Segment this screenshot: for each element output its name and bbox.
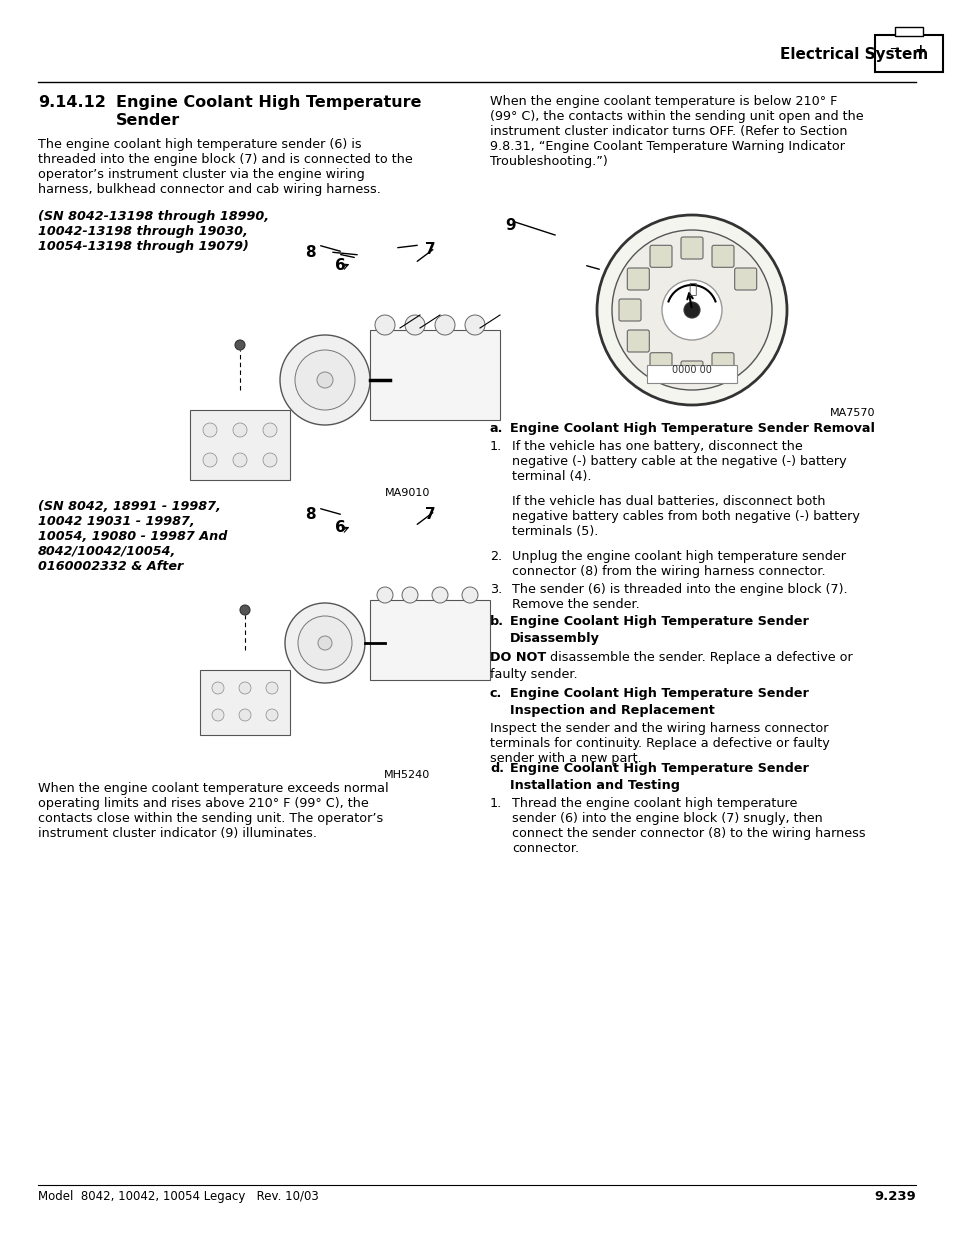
FancyBboxPatch shape — [649, 353, 671, 374]
Text: MA9010: MA9010 — [384, 488, 430, 498]
Text: Electrical System: Electrical System — [780, 47, 927, 63]
Circle shape — [212, 709, 224, 721]
Bar — [190, 410, 290, 480]
Circle shape — [203, 424, 216, 437]
Text: MH5240: MH5240 — [383, 769, 430, 781]
Text: 8: 8 — [305, 245, 315, 261]
Text: Disassembly: Disassembly — [510, 632, 599, 645]
Circle shape — [316, 372, 333, 388]
Text: Engine Coolant High Temperature Sender Removal: Engine Coolant High Temperature Sender R… — [510, 422, 874, 435]
Bar — [370, 330, 499, 420]
Circle shape — [266, 709, 277, 721]
Text: Engine Coolant High Temperature Sender: Engine Coolant High Temperature Sender — [510, 687, 808, 700]
Text: 0000 00: 0000 00 — [671, 366, 711, 375]
Text: d.: d. — [490, 762, 503, 776]
Circle shape — [612, 230, 771, 390]
Text: a.: a. — [490, 422, 503, 435]
Text: The sender (6) is threaded into the engine block (7).
Remove the sender.: The sender (6) is threaded into the engi… — [512, 583, 846, 611]
FancyBboxPatch shape — [649, 246, 671, 267]
Circle shape — [401, 587, 417, 603]
Bar — [874, 35, 942, 72]
Circle shape — [280, 335, 370, 425]
Circle shape — [263, 424, 276, 437]
Circle shape — [234, 340, 245, 350]
Text: Model  8042, 10042, 10054 Legacy   Rev. 10/03: Model 8042, 10042, 10054 Legacy Rev. 10/… — [38, 1191, 318, 1203]
Circle shape — [240, 605, 250, 615]
Circle shape — [294, 350, 355, 410]
Text: ─: ─ — [889, 43, 897, 56]
Text: (SN 8042-13198 through 18990,
10042-13198 through 19030,
10054-13198 through 190: (SN 8042-13198 through 18990, 10042-1319… — [38, 210, 269, 253]
Bar — [894, 27, 923, 36]
Circle shape — [464, 315, 484, 335]
Circle shape — [297, 616, 352, 671]
Text: Thread the engine coolant high temperature
sender (6) into the engine block (7) : Thread the engine coolant high temperatu… — [512, 797, 864, 855]
Text: 1.: 1. — [490, 440, 501, 453]
Text: 2.: 2. — [490, 550, 501, 563]
Circle shape — [203, 453, 216, 467]
Circle shape — [375, 315, 395, 335]
Text: b.: b. — [490, 615, 503, 629]
FancyBboxPatch shape — [680, 361, 702, 383]
Circle shape — [317, 636, 332, 650]
Text: 7: 7 — [424, 508, 436, 522]
Circle shape — [661, 280, 721, 340]
Circle shape — [266, 682, 277, 694]
Text: If the vehicle has dual batteries, disconnect both
negative battery cables from : If the vehicle has dual batteries, disco… — [512, 495, 859, 538]
Text: faulty sender.: faulty sender. — [490, 668, 577, 680]
Text: Installation and Testing: Installation and Testing — [510, 779, 679, 792]
FancyBboxPatch shape — [618, 299, 640, 321]
FancyBboxPatch shape — [711, 353, 733, 374]
FancyBboxPatch shape — [711, 246, 733, 267]
Circle shape — [212, 682, 224, 694]
Text: 9.14.12: 9.14.12 — [38, 95, 106, 110]
Text: 3.: 3. — [490, 583, 501, 597]
Bar — [370, 600, 490, 680]
Text: disassemble the sender. Replace a defective or: disassemble the sender. Replace a defect… — [545, 651, 852, 664]
Text: Engine Coolant High Temperature Sender: Engine Coolant High Temperature Sender — [510, 762, 808, 776]
Text: 9: 9 — [504, 219, 515, 233]
Text: +: + — [914, 43, 925, 57]
FancyBboxPatch shape — [627, 268, 649, 290]
Text: When the engine coolant temperature is below 210° F
(99° C), the contacts within: When the engine coolant temperature is b… — [490, 95, 862, 168]
Circle shape — [435, 315, 455, 335]
Text: Inspection and Replacement: Inspection and Replacement — [510, 704, 714, 718]
Circle shape — [239, 682, 251, 694]
Bar — [646, 366, 737, 383]
FancyBboxPatch shape — [734, 268, 756, 290]
FancyBboxPatch shape — [680, 237, 702, 259]
Circle shape — [285, 603, 365, 683]
Circle shape — [405, 315, 424, 335]
Text: c.: c. — [490, 687, 501, 700]
Text: 9.239: 9.239 — [873, 1191, 915, 1203]
Text: 1.: 1. — [490, 797, 501, 810]
Circle shape — [683, 303, 700, 317]
Circle shape — [263, 453, 276, 467]
Text: 6: 6 — [335, 258, 345, 273]
Circle shape — [461, 587, 477, 603]
Circle shape — [239, 709, 251, 721]
Text: Engine Coolant High Temperature: Engine Coolant High Temperature — [116, 95, 421, 110]
Circle shape — [432, 587, 448, 603]
FancyBboxPatch shape — [627, 330, 649, 352]
Text: (SN 8042, 18991 - 19987,
10042 19031 - 19987,
10054, 19080 - 19987 And
8042/1004: (SN 8042, 18991 - 19987, 10042 19031 - 1… — [38, 500, 227, 573]
Text: 7: 7 — [424, 242, 436, 257]
Bar — [200, 671, 290, 735]
Circle shape — [233, 424, 247, 437]
Text: MA7570: MA7570 — [828, 408, 874, 417]
Text: Unplug the engine coolant high temperature sender
connector (8) from the wiring : Unplug the engine coolant high temperatu… — [512, 550, 845, 578]
Text: Engine Coolant High Temperature Sender: Engine Coolant High Temperature Sender — [510, 615, 808, 629]
Text: If the vehicle has one battery, disconnect the
negative (-) battery cable at the: If the vehicle has one battery, disconne… — [512, 440, 845, 483]
Circle shape — [376, 587, 393, 603]
Circle shape — [233, 453, 247, 467]
Text: Sender: Sender — [116, 112, 180, 128]
Text: 6: 6 — [335, 520, 345, 535]
Text: The engine coolant high temperature sender (6) is
threaded into the engine block: The engine coolant high temperature send… — [38, 138, 413, 196]
Text: Inspect the sender and the wiring harness connector
terminals for continuity. Re: Inspect the sender and the wiring harnes… — [490, 722, 829, 764]
Text: ⛽: ⛽ — [687, 282, 696, 296]
Text: 8: 8 — [305, 508, 315, 522]
Circle shape — [597, 215, 786, 405]
Text: DO NOT: DO NOT — [490, 651, 546, 664]
Text: When the engine coolant temperature exceeds normal
operating limits and rises ab: When the engine coolant temperature exce… — [38, 782, 388, 840]
